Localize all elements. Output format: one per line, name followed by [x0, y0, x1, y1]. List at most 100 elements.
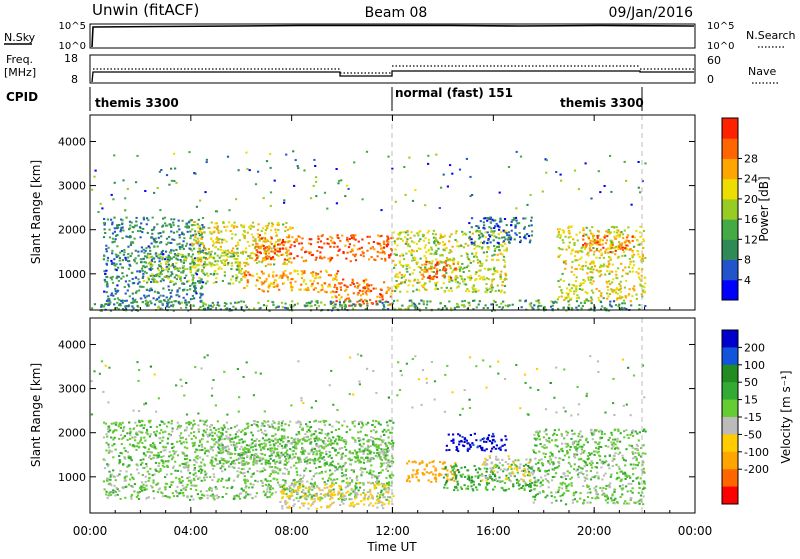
power-echo-cell	[624, 296, 627, 299]
power-echo-cell	[424, 266, 427, 269]
power-echo-cell	[323, 242, 326, 245]
velocity-echo-cell	[309, 442, 312, 445]
power-echo-cell	[140, 250, 143, 253]
power-echo-cell	[170, 271, 173, 274]
power-echo-cell	[393, 240, 396, 243]
power-echo-cell	[583, 280, 586, 283]
velocity-echo-cell	[324, 470, 327, 473]
power-echo-cell	[481, 262, 484, 265]
power-echo-cell	[361, 238, 364, 241]
power-echo-cell	[404, 279, 407, 282]
power-echo-cell	[151, 264, 154, 267]
power-echo-cell	[497, 242, 500, 244]
power-echo-cell	[424, 204, 427, 207]
power-echo-cell	[627, 294, 630, 297]
power-echo-cell	[366, 285, 369, 288]
power-echo-cell	[352, 280, 355, 282]
power-echo-cell	[144, 266, 147, 269]
power-echo-cell	[435, 153, 438, 156]
power-echo-cell	[615, 276, 618, 279]
power-echo-cell	[235, 251, 238, 254]
power-echo-cell	[439, 254, 442, 257]
velocity-echo-cell	[154, 454, 157, 457]
power-echo-cell	[284, 302, 287, 305]
velocity-echo-cell	[392, 421, 395, 424]
power-echo-cell	[599, 266, 602, 269]
velocity-echo-cell	[377, 475, 380, 478]
power-echo-cell	[626, 272, 629, 275]
power-echo-cell	[404, 242, 407, 245]
velocity-echo-cell	[299, 474, 302, 477]
power-echo-cell	[408, 305, 411, 307]
velocity-echo-cell	[369, 469, 372, 472]
power-echo-cell	[618, 283, 621, 285]
power-echo-cell	[283, 274, 286, 277]
power-echo-cell	[503, 265, 506, 268]
power-echo-cell	[155, 255, 158, 258]
power-echo-cell	[644, 305, 647, 307]
power-echo-cell	[478, 245, 481, 248]
power-echo-cell	[120, 250, 124, 252]
power-echo-cell	[198, 281, 201, 284]
velocity-echo-cell	[362, 442, 365, 445]
power-echo-cell	[376, 250, 379, 253]
power-echo-cell	[223, 271, 226, 274]
power-echo-cell	[567, 245, 570, 248]
power-echo-cell	[106, 256, 110, 259]
power-echo-cell	[257, 276, 260, 279]
power-echo-cell	[482, 221, 485, 224]
power-echo-cell	[633, 288, 636, 291]
power-echo-cell	[404, 236, 407, 239]
velocity-echo-cell	[128, 421, 131, 424]
velocity-echo-cell	[337, 428, 341, 430]
power-echo-cell	[272, 286, 275, 288]
power-echo-cell	[232, 251, 235, 254]
velocity-echo-cell	[309, 430, 312, 433]
power-echo-cell	[273, 258, 276, 261]
velocity-echo-cell	[386, 450, 389, 453]
velocity-echo-cell	[253, 422, 256, 425]
power-echo-cell	[609, 283, 612, 286]
velocity-echo-cell	[274, 433, 277, 436]
power-echo-cell	[501, 281, 504, 283]
power-echo-cell	[115, 256, 118, 258]
velocity-echo-cell	[271, 469, 274, 472]
power-echo-cell	[574, 268, 577, 270]
power-echo-cell	[276, 285, 279, 288]
power-echo-cell	[411, 301, 414, 304]
power-echo-cell	[434, 239, 438, 242]
power-echo-cell	[602, 265, 605, 268]
velocity-echo-cell	[109, 475, 112, 478]
velocity-echo-cell	[379, 435, 382, 438]
power-echo-cell	[480, 276, 483, 279]
velocity-echo-cell	[114, 491, 117, 493]
velocity-echo-cell	[206, 494, 209, 497]
power-echo-cell	[552, 301, 555, 304]
velocity-echo-cell	[340, 488, 343, 491]
power-echo-cell	[181, 253, 184, 256]
power-echo-cell	[577, 251, 580, 254]
velocity-echo-cell	[311, 488, 314, 491]
velocity-echo-cell	[382, 492, 385, 495]
velocity-echo-cell	[389, 431, 392, 434]
velocity-echo-cell	[220, 442, 223, 445]
power-echo-cell	[574, 250, 577, 253]
power-echo-cell	[572, 238, 575, 241]
power-echo-cell	[129, 235, 132, 238]
velocity-echo-cell	[205, 419, 208, 422]
velocity-echo-cell	[289, 487, 292, 490]
velocity-echo-cell	[264, 421, 267, 424]
power-echo-cell	[161, 302, 164, 305]
power-echo-cell	[131, 305, 134, 308]
velocity-echo-cell	[208, 432, 211, 435]
velocity-echo-cell	[340, 493, 343, 496]
velocity-echo-cell	[153, 446, 156, 449]
power-echo-cell	[523, 226, 526, 229]
power-echo-cell	[406, 290, 409, 293]
velocity-echo-cell	[309, 470, 312, 473]
velocity-echo-cell	[387, 490, 390, 493]
power-echo-cell	[418, 302, 421, 305]
power-echo-cell	[568, 225, 571, 228]
power-echo-cell	[560, 179, 563, 182]
power-echo-cell	[471, 291, 474, 293]
